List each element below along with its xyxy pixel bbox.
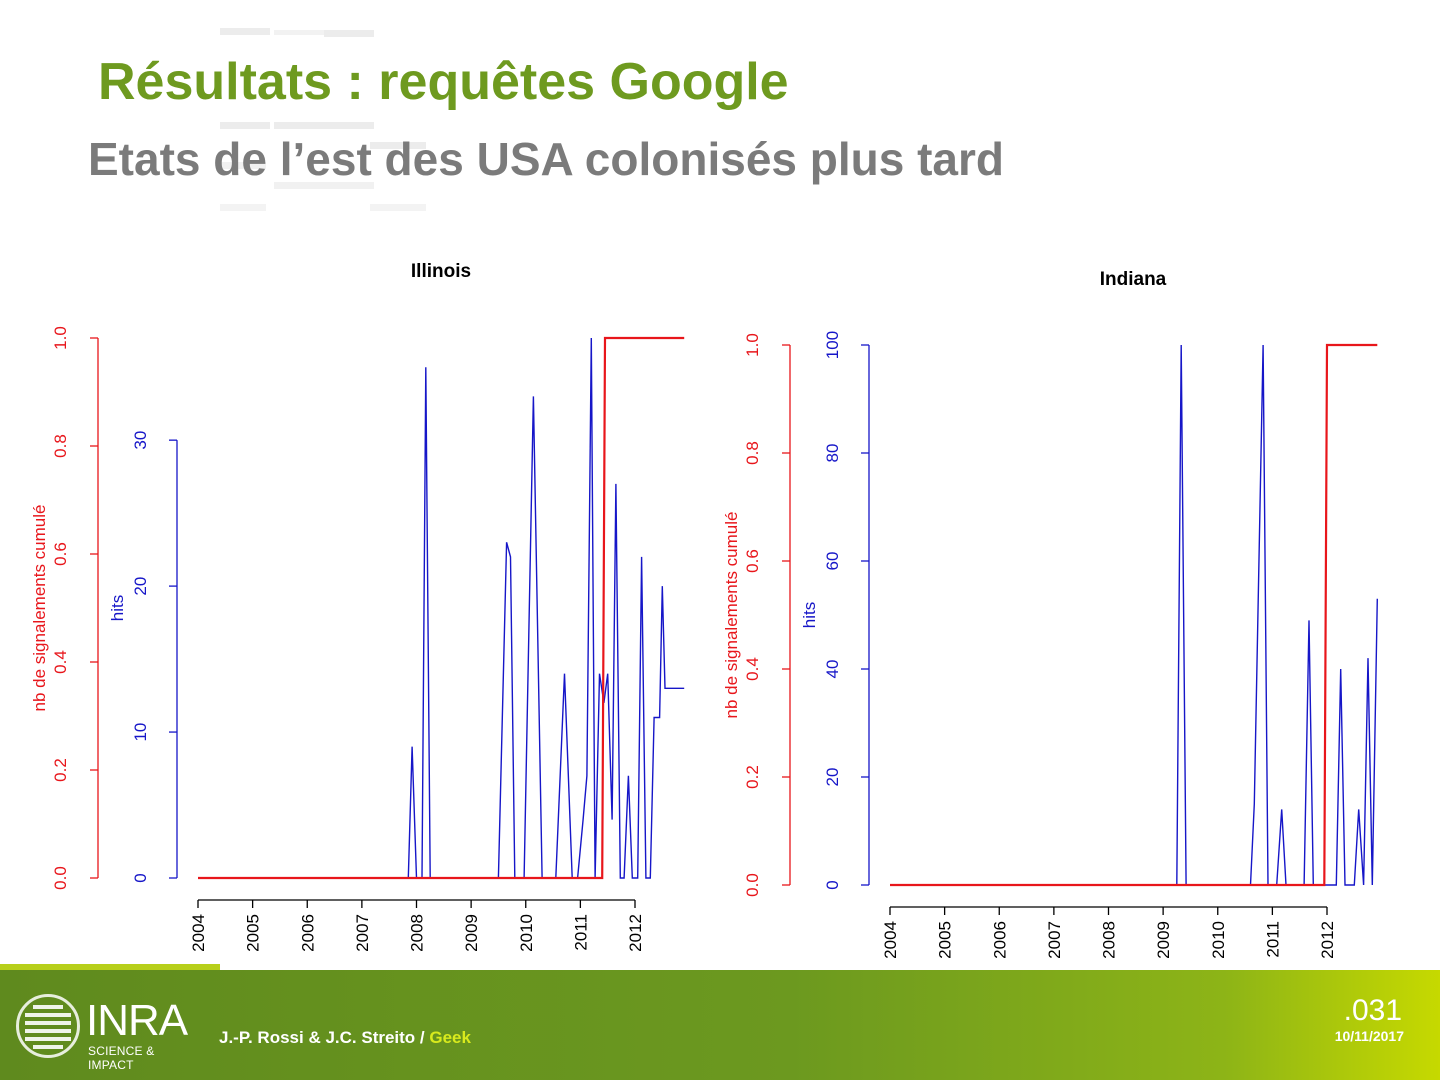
slide-number: .031 bbox=[1343, 994, 1402, 1027]
x-axis-tick-label: 2010 bbox=[1209, 921, 1228, 959]
chart-indiana: Indiana 0.0 0.2 0.4 0.6 0.8 1.0 nb de signaleme… bbox=[722, 269, 1378, 959]
hits-axis-tick-label: 10 bbox=[131, 723, 150, 742]
x-axis-tick-label: 2012 bbox=[1318, 921, 1337, 959]
cumulative-series-line bbox=[890, 343, 1378, 887]
brand-name: INRA bbox=[86, 996, 188, 1045]
slide-subtitle: Etats de l’est des USA colonisés plus ta… bbox=[88, 133, 1005, 185]
hits-series-line bbox=[890, 344, 1378, 886]
hits-axis-tick-label: 100 bbox=[823, 331, 842, 359]
x-axis-tick-label: 2006 bbox=[298, 914, 317, 952]
left-axis-tick-label: 0.0 bbox=[51, 866, 70, 890]
hits-axis-tick-label: 60 bbox=[823, 552, 842, 571]
x-axis-tick-label: 2004 bbox=[881, 921, 900, 959]
left-axis-tick-label: 0.2 bbox=[743, 765, 762, 789]
left-axis-tick-label: 0.4 bbox=[51, 650, 70, 674]
x-axis-tick-label: 2007 bbox=[353, 914, 372, 952]
slide-date: 10/11/2017 bbox=[1334, 1028, 1404, 1044]
brand-tagline: SCIENCE & IMPACT bbox=[88, 1044, 155, 1072]
hits-axis-tick-label: 20 bbox=[823, 768, 842, 787]
left-axis-tick-label: 0.8 bbox=[743, 441, 762, 465]
x-axis-tick-label: 2007 bbox=[1045, 921, 1064, 959]
hits-axis-label: hits bbox=[108, 595, 127, 621]
left-axis-tick-label: 0.6 bbox=[743, 549, 762, 573]
left-axis-tick-label: 0.2 bbox=[51, 758, 70, 782]
x-axis-tick-label: 2006 bbox=[990, 921, 1009, 959]
left-axis-tick-label: 0.0 bbox=[743, 873, 762, 897]
project-name: Geek bbox=[429, 1028, 471, 1047]
inra-logo-icon bbox=[16, 994, 80, 1058]
x-axis-tick-label: 2004 bbox=[189, 914, 208, 952]
x-axis-tick-label: 2009 bbox=[462, 914, 481, 952]
hits-series-line bbox=[198, 337, 685, 879]
title-decoration bbox=[220, 22, 430, 232]
chart-title: Indiana bbox=[1100, 269, 1167, 290]
x-axis-tick-label: 2011 bbox=[571, 914, 590, 951]
hits-axis-tick-label: 20 bbox=[131, 577, 150, 596]
left-axis-label: nb de signalements cumulé bbox=[30, 505, 49, 712]
footer-accent-tab bbox=[0, 964, 220, 971]
x-axis-tick-label: 2005 bbox=[244, 914, 263, 952]
slide-title: Résultats : requêtes Google bbox=[98, 53, 789, 111]
x-axis-tick-label: 2008 bbox=[408, 914, 427, 952]
left-axis-tick-label: 1.0 bbox=[743, 333, 762, 357]
x-axis-tick-label: 2012 bbox=[626, 914, 645, 952]
cumulative-series-line bbox=[198, 336, 685, 880]
chart-title: Illinois bbox=[411, 261, 471, 282]
footer-authors: J.-P. Rossi & J.C. Streito / Geek bbox=[219, 1028, 471, 1048]
left-axis-label: nb de signalements cumulé bbox=[722, 512, 741, 719]
left-axis-tick-label: 1.0 bbox=[51, 326, 70, 350]
hits-axis-tick-label: 0 bbox=[131, 873, 150, 882]
x-axis-tick-label: 2009 bbox=[1154, 921, 1173, 959]
chart-illinois: Illinois 0.0 0.2 0.4 0.6 0.8 1.0 nb de signalem… bbox=[30, 261, 685, 952]
hits-axis-tick-label: 80 bbox=[823, 444, 842, 463]
hits-axis-tick-label: 0 bbox=[823, 880, 842, 889]
hits-axis-tick-label: 30 bbox=[131, 431, 150, 450]
footer-bar bbox=[0, 970, 1440, 1080]
hits-axis-tick-label: 40 bbox=[823, 660, 842, 679]
inra-logo: INRA SCIENCE & IMPACT bbox=[16, 992, 196, 1072]
left-axis-tick-label: 0.4 bbox=[743, 657, 762, 681]
left-axis-tick-label: 0.8 bbox=[51, 434, 70, 458]
x-axis-tick-label: 2010 bbox=[517, 914, 536, 952]
x-axis-tick-label: 2005 bbox=[936, 921, 955, 959]
left-axis-tick-label: 0.6 bbox=[51, 542, 70, 566]
x-axis-tick-label: 2011 bbox=[1263, 921, 1282, 958]
x-axis-tick-label: 2008 bbox=[1100, 921, 1119, 959]
authors-text: J.-P. Rossi & J.C. Streito / bbox=[219, 1028, 425, 1047]
hits-axis-label: hits bbox=[800, 602, 819, 628]
